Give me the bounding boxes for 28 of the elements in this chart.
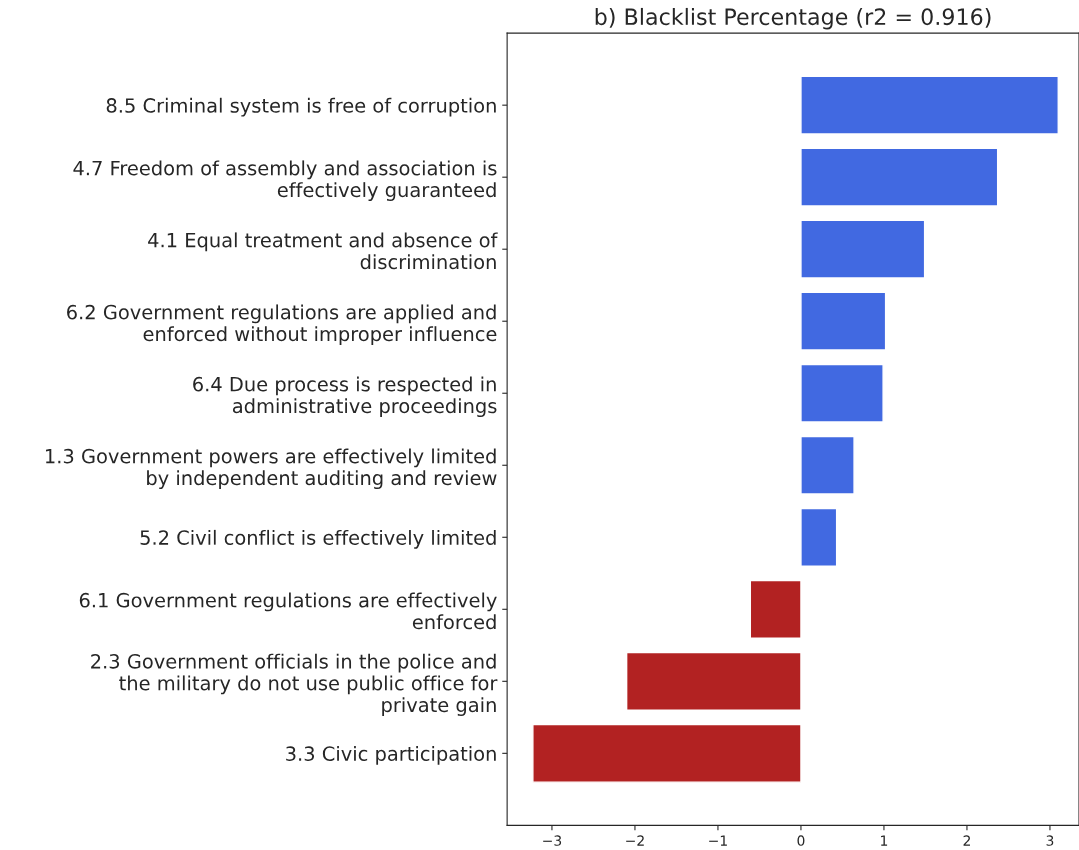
y-tick-label: 5.2 Civil conflict is effectively limited bbox=[140, 529, 496, 549]
y-tick-label: 4.7 Freedom of assembly and association is effectively guaranteed bbox=[73, 160, 497, 201]
bar bbox=[800, 435, 855, 495]
y-tick-label: 3.3 Civic participation bbox=[286, 745, 496, 765]
bar bbox=[800, 219, 926, 279]
bar bbox=[800, 147, 999, 207]
x-tick-label: −2 bbox=[626, 835, 644, 846]
bar bbox=[749, 579, 802, 639]
y-tick-label: 6.1 Government regulations are effectively enforced bbox=[79, 592, 497, 630]
y-tick-label: 6.2 Government regulations are applied and enforced without improper influence bbox=[67, 304, 497, 346]
bar bbox=[625, 651, 802, 711]
x-tick-label: 3 bbox=[1046, 835, 1054, 846]
bar bbox=[800, 75, 1059, 135]
y-tick-label: 2.3 Government officials in the police and the military do not use public office for private gain bbox=[91, 653, 498, 716]
x-tick-label: −1 bbox=[709, 835, 727, 846]
y-tick-label: 1.3 Government powers are effectively limited by independent auditing and review bbox=[46, 448, 497, 490]
bar bbox=[800, 507, 838, 567]
chart-title: b) Blacklist Percentage (r2 = 0.916) bbox=[595, 7, 991, 30]
x-tick-label: 2 bbox=[963, 835, 970, 846]
x-tick-label: 0 bbox=[797, 835, 805, 846]
bar bbox=[800, 363, 884, 423]
bar bbox=[532, 723, 802, 783]
y-tick-label: 6.4 Due process is respected in administrative proceedings bbox=[193, 376, 497, 418]
bar bbox=[800, 291, 887, 351]
y-tick-label: 8.5 Criminal system is free of corruption bbox=[106, 97, 496, 117]
x-tick-label: 1 bbox=[881, 835, 888, 846]
x-tick-label: −3 bbox=[543, 835, 562, 846]
y-tick-label: 4.1 Equal treatment and absence of discrimination bbox=[148, 232, 498, 270]
